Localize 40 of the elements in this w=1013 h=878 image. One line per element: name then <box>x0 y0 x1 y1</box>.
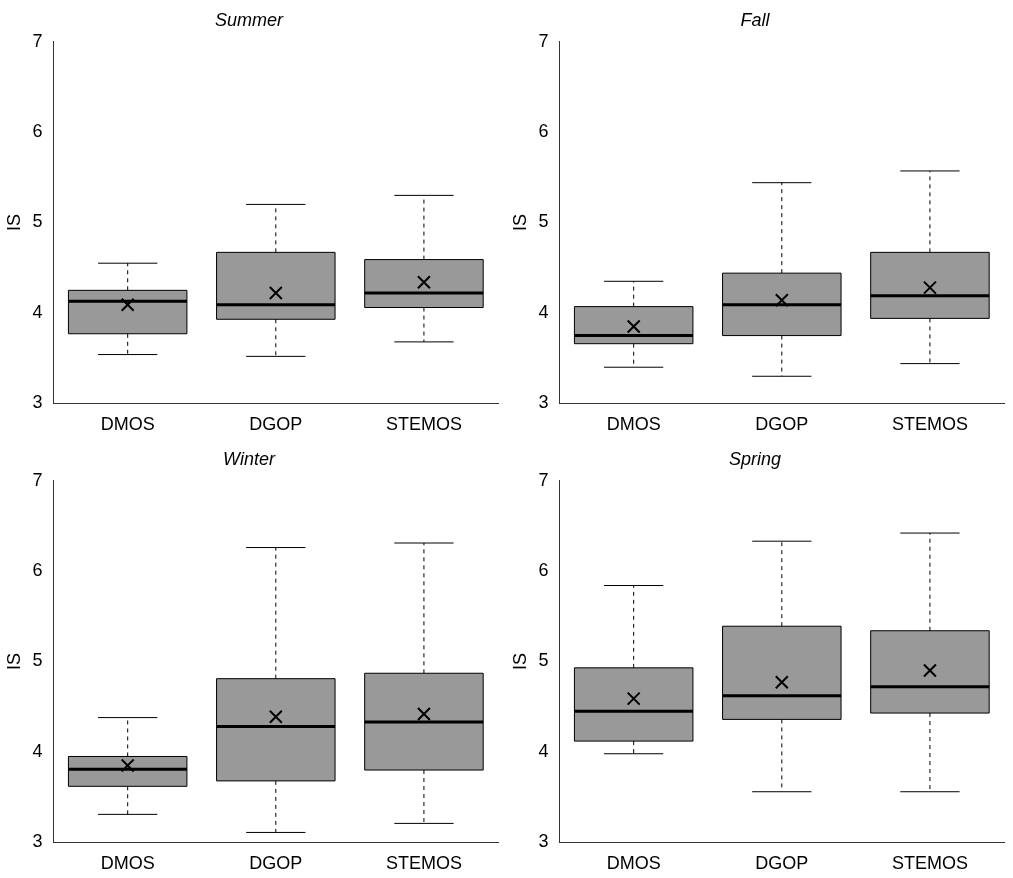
x-tick-label: DGOP <box>755 853 809 874</box>
y-tick-label: 7 <box>538 30 549 51</box>
y-tick-label: 6 <box>538 121 549 142</box>
y-axis-title: IS <box>509 652 530 671</box>
y-tick-label: 3 <box>32 831 43 852</box>
x-tick-label: STEMOS <box>891 414 968 435</box>
x-tick-label: DMOS <box>606 853 661 874</box>
chart-title: Summer <box>214 9 285 30</box>
y-axis-title: IS <box>3 652 24 671</box>
x-tick-label: DMOS <box>100 414 155 435</box>
y-tick-label: 4 <box>32 301 43 322</box>
y-tick-label: 4 <box>538 301 549 322</box>
x-tick-label: DGOP <box>755 414 809 435</box>
y-tick-label: 6 <box>32 560 43 581</box>
y-axis-title: IS <box>3 213 24 232</box>
y-tick-label: 7 <box>32 469 43 490</box>
y-tick-label: 5 <box>538 650 549 671</box>
x-tick-label: STEMOS <box>385 414 462 435</box>
y-tick-label: 4 <box>32 740 43 761</box>
y-tick-label: 7 <box>32 30 43 51</box>
y-tick-label: 5 <box>32 211 43 232</box>
x-tick-label: DGOP <box>249 853 303 874</box>
chart-title: Fall <box>740 9 771 30</box>
y-tick-label: 3 <box>538 831 549 852</box>
y-tick-label: 4 <box>538 740 549 761</box>
y-tick-label: 3 <box>32 392 43 413</box>
y-axis-title: IS <box>509 213 530 232</box>
x-tick-label: DGOP <box>249 414 303 435</box>
y-tick-label: 5 <box>538 211 549 232</box>
y-tick-label: 6 <box>538 560 549 581</box>
x-tick-label: STEMOS <box>385 853 462 874</box>
x-tick-label: DMOS <box>100 853 155 874</box>
chart-title: Spring <box>728 448 782 469</box>
y-tick-label: 7 <box>538 469 549 490</box>
y-tick-label: 6 <box>32 121 43 142</box>
x-tick-label: STEMOS <box>891 853 968 874</box>
chart-title: Winter <box>223 448 276 469</box>
y-tick-label: 3 <box>538 392 549 413</box>
y-tick-label: 5 <box>32 650 43 671</box>
x-tick-label: DMOS <box>606 414 661 435</box>
